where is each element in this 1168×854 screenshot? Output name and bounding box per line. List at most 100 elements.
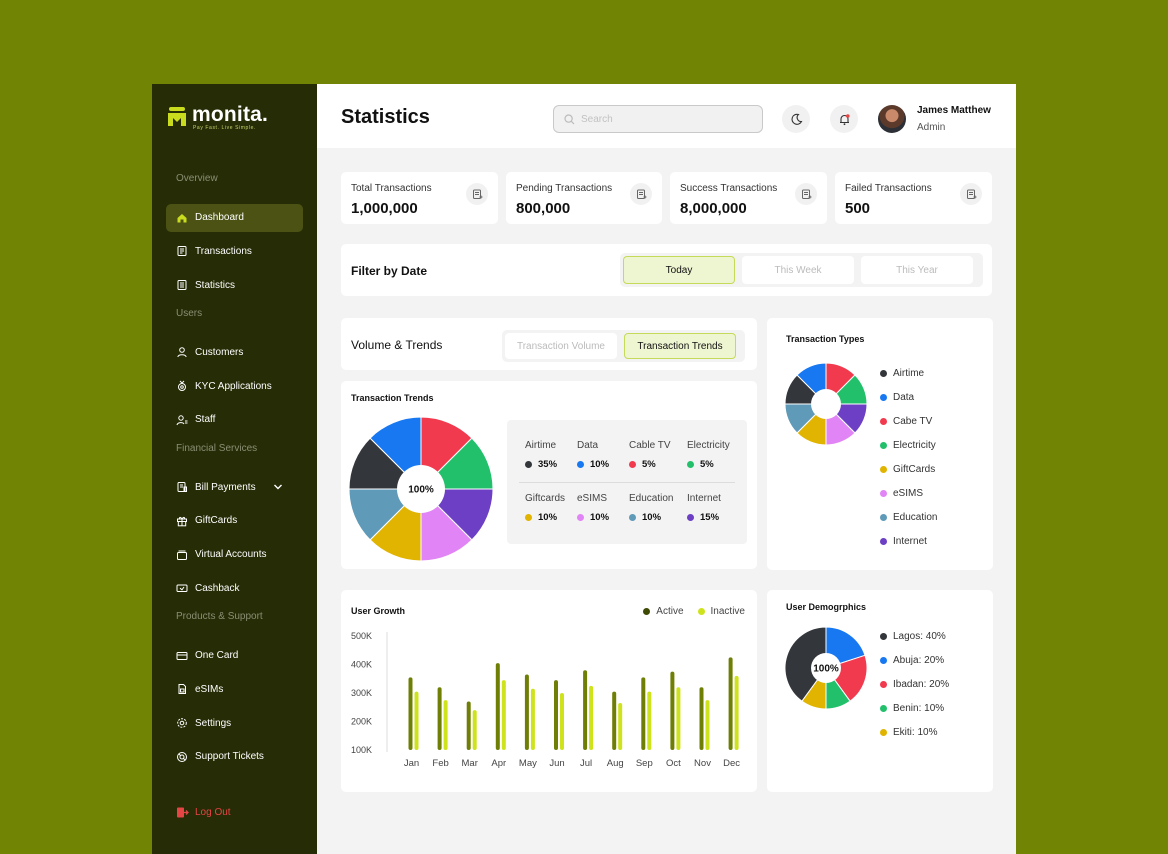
brand-name: monita. [192, 103, 269, 126]
legend-item: Internet [880, 529, 937, 553]
logout-button[interactable]: Log Out [176, 806, 231, 819]
user-growth-card: User Growth Active Inactive 500K 400K 300K… [341, 590, 757, 792]
y-tick-label: 500K [351, 631, 372, 641]
sidebar-item-customers[interactable]: Customers [166, 338, 303, 366]
volume-trends-card: Volume & Trends Transaction Volume Trans… [341, 318, 757, 370]
search-input[interactable] [581, 113, 751, 125]
bar-active-feb[interactable] [437, 687, 442, 750]
chevron-down-icon[interactable] [273, 482, 283, 492]
legend-internet: Internet 15% [687, 493, 721, 523]
legend-esims: eSIMS 10% [577, 493, 610, 523]
sidebar-item-kyc-applications[interactable]: KYC Applications [166, 372, 303, 400]
bar-inactive-jun[interactable] [560, 693, 564, 750]
sidebar-item-support-tickets[interactable]: Support Tickets [166, 743, 303, 771]
nav-section-users: Users [176, 307, 203, 319]
home-icon [177, 213, 187, 223]
y-tick-label: 300K [351, 688, 372, 698]
transaction-types-legend: Airtime Data Cabe TV Electricity GiftCar… [880, 361, 937, 553]
bar-inactive-sep[interactable] [647, 691, 652, 750]
bar-inactive-jan[interactable] [414, 691, 419, 750]
receipt-icon [960, 183, 982, 205]
sidebar-item-label: One Card [195, 650, 239, 662]
sim-icon [178, 684, 186, 695]
y-tick-label: 200K [351, 717, 372, 727]
bar-active-aug[interactable] [612, 691, 617, 750]
sidebar-item-transactions[interactable]: Transactions [166, 237, 303, 265]
bar-active-nov[interactable] [699, 687, 704, 750]
filter-this-week-button[interactable]: This Week [742, 256, 854, 284]
stat-label: Pending Transactions [516, 183, 613, 194]
filter-today-button[interactable]: Today [623, 256, 735, 284]
user-icon [177, 347, 187, 358]
sidebar-item-staff[interactable]: Staff [166, 406, 303, 434]
sidebar-item-statistics[interactable]: Statistics [166, 271, 303, 299]
sidebar-item-esims[interactable]: eSIMs [166, 675, 303, 703]
bar-inactive-feb[interactable] [443, 700, 448, 750]
bar-inactive-may[interactable] [530, 688, 535, 750]
user-name: James Matthew [917, 105, 991, 116]
bar-active-apr[interactable] [495, 663, 500, 750]
legend-item: Data [880, 385, 937, 409]
user-demographics-legend: Lagos: 40% Abuja: 20% Ibadan: 20% Benin:… [880, 624, 949, 744]
bar-active-mar[interactable] [466, 701, 471, 750]
search-icon [564, 113, 575, 124]
sidebar-item-label: Statistics [195, 279, 236, 291]
pie-slice-lagos[interactable] [785, 627, 827, 702]
transaction-volume-button[interactable]: Transaction Volume [505, 333, 617, 359]
theme-toggle-button[interactable] [782, 105, 810, 133]
transaction-trends-button[interactable]: Transaction Trends [624, 333, 736, 359]
notifications-button[interactable] [830, 105, 858, 133]
bar-active-jun[interactable] [554, 680, 558, 750]
stat-card-total: Total Transactions 1,000,000 [341, 172, 498, 224]
stat-value: 8,000,000 [680, 200, 747, 217]
brand-tagline: Pay Fast. Live Simple. [193, 125, 256, 131]
sidebar-item-dashboard[interactable]: Dashboard [166, 203, 303, 232]
x-tick-label: Nov [694, 758, 711, 769]
search-box[interactable] [553, 105, 763, 133]
x-tick-label: Apr [491, 758, 506, 769]
stat-value: 1,000,000 [351, 200, 418, 217]
user-avatar[interactable] [878, 105, 906, 133]
legend-data: Data 10% [577, 440, 610, 470]
stat-card-pending: Pending Transactions 800,000 [506, 172, 662, 224]
bar-inactive-apr[interactable] [501, 680, 506, 750]
receipt-icon [630, 183, 652, 205]
sidebar-item-one-card[interactable]: One Card [166, 642, 303, 670]
bar-inactive-oct[interactable] [676, 687, 681, 750]
stat-card-failed: Failed Transactions 500 [835, 172, 992, 224]
bar-inactive-mar[interactable] [472, 710, 477, 750]
bar-active-jul[interactable] [583, 670, 588, 750]
pie-center-label: 100% [408, 485, 434, 496]
bar-active-may[interactable] [524, 674, 529, 750]
bar-inactive-dec[interactable] [734, 675, 739, 750]
legend-airtime: Airtime 35% [525, 440, 558, 470]
bar-inactive-jul[interactable] [589, 685, 594, 750]
x-tick-label: Mar [462, 758, 478, 769]
bar-active-dec[interactable] [728, 657, 733, 750]
x-tick-label: May [519, 758, 537, 769]
filter-this-year-button[interactable]: This Year [861, 256, 973, 284]
sidebar-item-settings[interactable]: Settings [166, 709, 303, 737]
sidebar-item-bill-payments[interactable]: Bill Payments [166, 473, 303, 501]
sidebar-item-virtual-accounts[interactable]: Virtual Accounts [166, 541, 303, 569]
sidebar-item-label: eSIMs [195, 683, 224, 695]
bar-active-oct[interactable] [670, 671, 675, 750]
legend-inactive: Inactive [697, 606, 745, 617]
trends-legend: Airtime 35% Data 10% Cable TV 5% Electricit… [507, 420, 747, 544]
brand-logo[interactable]: monita. Pay Fast. Live Simple. [166, 103, 269, 131]
bar-inactive-nov[interactable] [705, 700, 710, 750]
bar-inactive-aug[interactable] [618, 702, 623, 750]
bar-active-jan[interactable] [408, 677, 413, 750]
sidebar-item-label: Bill Payments [195, 481, 256, 493]
transaction-trends-title: Transaction Trends [351, 393, 434, 403]
stat-value: 500 [845, 200, 871, 217]
pie-center-hole [397, 465, 445, 513]
sidebar-item-cashback[interactable]: Cashback [166, 574, 303, 602]
sidebar-item-giftcards[interactable]: GiftCards [166, 507, 303, 535]
user-demographics-pie: 100% [785, 627, 867, 709]
legend-education: Education 10% [629, 493, 674, 523]
bar-active-sep[interactable] [641, 677, 646, 750]
support-icon [177, 751, 187, 762]
gift-icon [177, 516, 187, 527]
sidebar-item-label: Cashback [195, 582, 240, 594]
